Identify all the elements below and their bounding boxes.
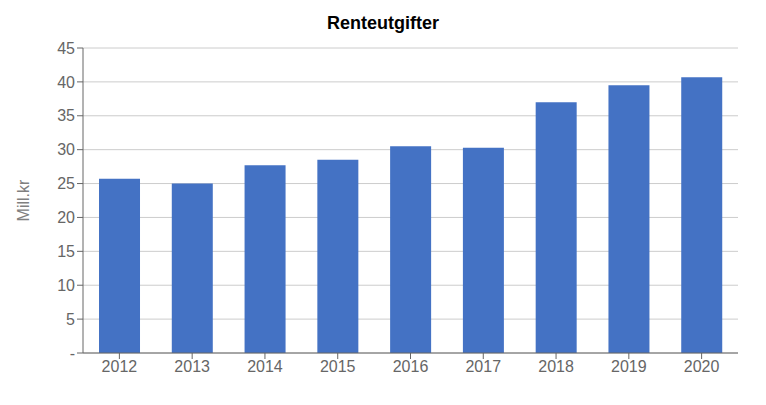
svg-text:-: - xyxy=(70,345,75,362)
svg-text:2018: 2018 xyxy=(538,358,574,375)
svg-text:40: 40 xyxy=(57,74,75,91)
svg-text:15: 15 xyxy=(57,243,75,260)
svg-text:2016: 2016 xyxy=(393,358,429,375)
svg-text:2017: 2017 xyxy=(465,358,501,375)
svg-text:2014: 2014 xyxy=(247,358,283,375)
svg-text:2012: 2012 xyxy=(102,358,138,375)
svg-text:35: 35 xyxy=(57,107,75,124)
svg-text:10: 10 xyxy=(57,277,75,294)
svg-text:2015: 2015 xyxy=(320,358,356,375)
svg-text:20: 20 xyxy=(57,209,75,226)
svg-text:30: 30 xyxy=(57,141,75,158)
svg-text:5: 5 xyxy=(66,311,75,328)
svg-text:45: 45 xyxy=(57,40,75,57)
svg-text:Mill.kr: Mill.kr xyxy=(15,179,32,221)
svg-text:2013: 2013 xyxy=(174,358,210,375)
svg-text:2019: 2019 xyxy=(611,358,647,375)
svg-text:25: 25 xyxy=(57,175,75,192)
html-text:Renteutgifter: Renteutgifter xyxy=(327,13,439,33)
svg-text:2020: 2020 xyxy=(684,358,720,375)
